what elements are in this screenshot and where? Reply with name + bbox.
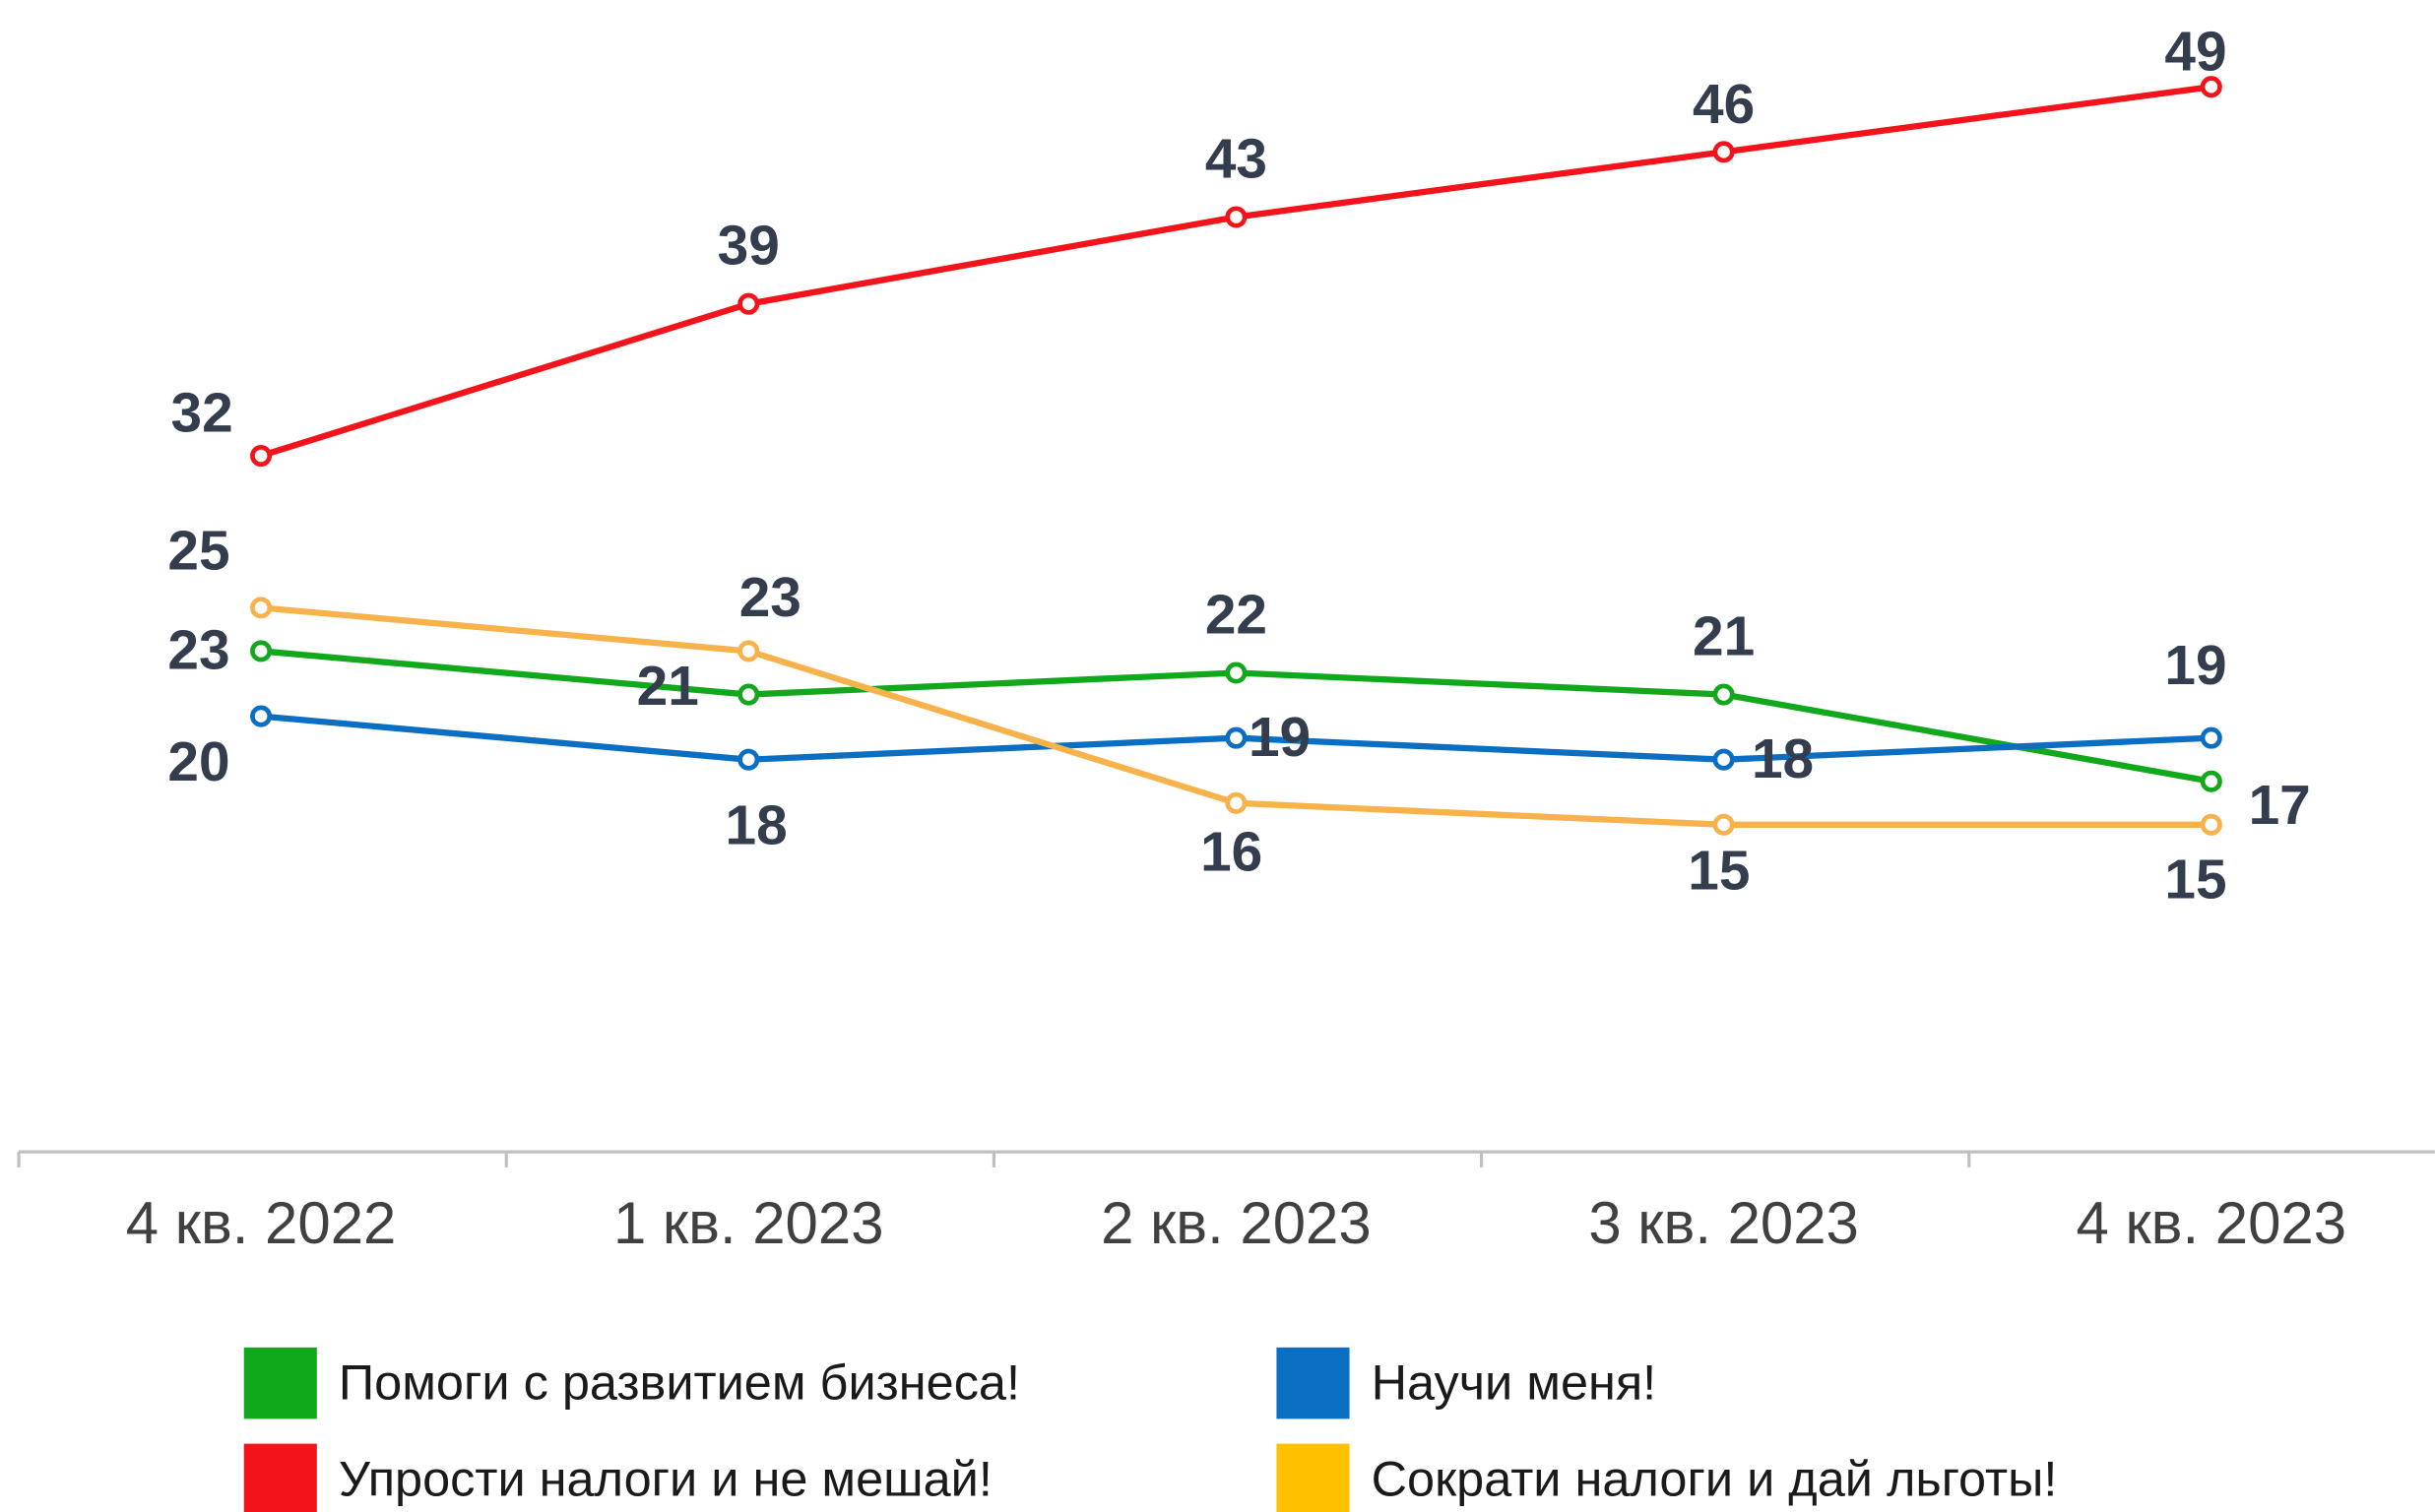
data-label: 32 xyxy=(171,383,233,445)
data-label: 15 xyxy=(1688,840,1750,902)
legend-swatch xyxy=(1276,1347,1350,1419)
data-label: 21 xyxy=(1693,605,1755,667)
data-label: 18 xyxy=(1752,728,1814,790)
data-label: 23 xyxy=(739,567,801,629)
point xyxy=(250,597,273,619)
point xyxy=(1712,141,1735,163)
point xyxy=(737,683,760,706)
point xyxy=(1712,683,1735,706)
x-tick-label: 1 кв. 2023 xyxy=(613,1190,884,1256)
data-label: 17 xyxy=(2249,775,2311,837)
data-label: 43 xyxy=(1205,128,1267,190)
point xyxy=(2200,76,2222,98)
data-label: 20 xyxy=(167,731,229,793)
point xyxy=(737,640,760,662)
point xyxy=(250,444,273,468)
point xyxy=(737,292,760,315)
data-label: 18 xyxy=(726,795,788,857)
legend-swatch xyxy=(243,1443,317,1512)
point xyxy=(1712,813,1735,836)
x-tick-label: 4 кв. 2023 xyxy=(2077,1190,2347,1256)
data-label: 22 xyxy=(1205,584,1267,646)
point xyxy=(1712,748,1735,771)
data-label: 23 xyxy=(167,620,229,682)
legend-label: Сократи налоги и дай льготы! xyxy=(1372,1450,2058,1506)
point xyxy=(250,640,273,662)
x-tick-label: 2 кв. 2023 xyxy=(1101,1190,1372,1256)
point xyxy=(2200,813,2222,836)
data-label: 15 xyxy=(2164,850,2226,912)
data-label: 16 xyxy=(1200,821,1262,883)
point xyxy=(1225,662,1248,684)
legend-swatch xyxy=(243,1347,317,1419)
data-label: 21 xyxy=(637,656,699,718)
legend-label: Научи меня! xyxy=(1372,1354,1657,1411)
data-label: 25 xyxy=(167,521,229,583)
point xyxy=(2200,726,2222,749)
x-tick-label: 4 кв. 2022 xyxy=(126,1190,397,1256)
data-label: 19 xyxy=(1249,707,1311,769)
data-label: 39 xyxy=(718,215,780,277)
legend-swatch xyxy=(1276,1443,1350,1512)
data-label: 19 xyxy=(2164,635,2226,697)
data-label: 46 xyxy=(1693,74,1755,136)
point xyxy=(737,748,760,771)
point xyxy=(2200,770,2222,792)
legend-label: Помоги с развитием бизнеса! xyxy=(339,1354,1020,1411)
point xyxy=(250,705,273,727)
legend-label: Упрости налоги и не мешай! xyxy=(339,1450,993,1506)
point xyxy=(1225,791,1248,814)
data-label: 49 xyxy=(2164,22,2226,84)
point xyxy=(1225,206,1248,228)
point xyxy=(1225,726,1248,749)
x-tick-label: 3 кв. 2023 xyxy=(1588,1190,1859,1256)
